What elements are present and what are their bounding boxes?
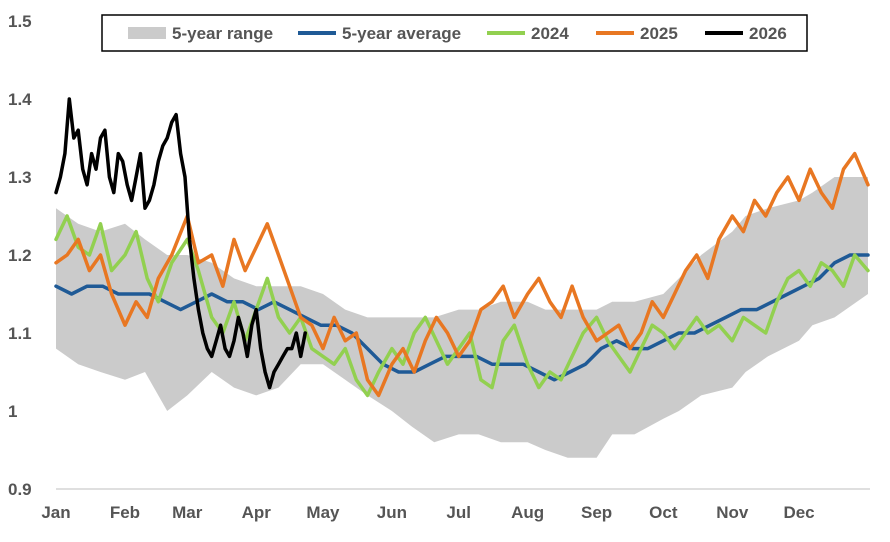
y-tick-label: 1.3 bbox=[8, 168, 32, 187]
x-tick-label-mar: Mar bbox=[172, 503, 203, 522]
x-tick-label-jul: Jul bbox=[446, 503, 471, 522]
y-tick-label: 1.5 bbox=[8, 12, 32, 31]
y-tick-label: 1.4 bbox=[8, 90, 32, 109]
x-tick-label-apr: Apr bbox=[242, 503, 272, 522]
y-tick-label: 1 bbox=[8, 402, 17, 421]
five-year-range-band bbox=[56, 177, 868, 458]
series-line-2025 bbox=[54, 151, 870, 398]
legend-swatch-5-year-range bbox=[128, 27, 166, 39]
y-tick-label: 0.9 bbox=[8, 480, 32, 499]
x-tick-label-may: May bbox=[306, 503, 340, 522]
y-tick-label: 1.2 bbox=[8, 246, 32, 265]
legend-box bbox=[101, 14, 808, 52]
series-line-2024 bbox=[54, 214, 870, 398]
legend-label-2026: 2026 bbox=[749, 24, 787, 43]
x-tick-label-nov: Nov bbox=[716, 503, 749, 522]
x-tick-label-aug: Aug bbox=[511, 503, 544, 522]
x-tick-label-sep: Sep bbox=[581, 503, 612, 522]
series-line-5-year-average bbox=[54, 253, 870, 382]
x-tick-label-dec: Dec bbox=[783, 503, 814, 522]
x-tick-label-oct: Oct bbox=[649, 503, 678, 522]
x-tick-label-jun: Jun bbox=[377, 503, 407, 522]
legend-label-5-year-average: 5-year average bbox=[342, 24, 461, 43]
x-tick-label-jan: Jan bbox=[41, 503, 70, 522]
legend-label-2024: 2024 bbox=[531, 24, 569, 43]
y-tick-label: 1.1 bbox=[8, 324, 32, 343]
legend-label-2025: 2025 bbox=[640, 24, 678, 43]
legend-label-5-year-range: 5-year range bbox=[172, 24, 273, 43]
series-line-2026 bbox=[54, 97, 307, 390]
x-tick-label-feb: Feb bbox=[110, 503, 140, 522]
legend: 5-year range 5-year average 2024 2025 2026 bbox=[101, 14, 808, 52]
